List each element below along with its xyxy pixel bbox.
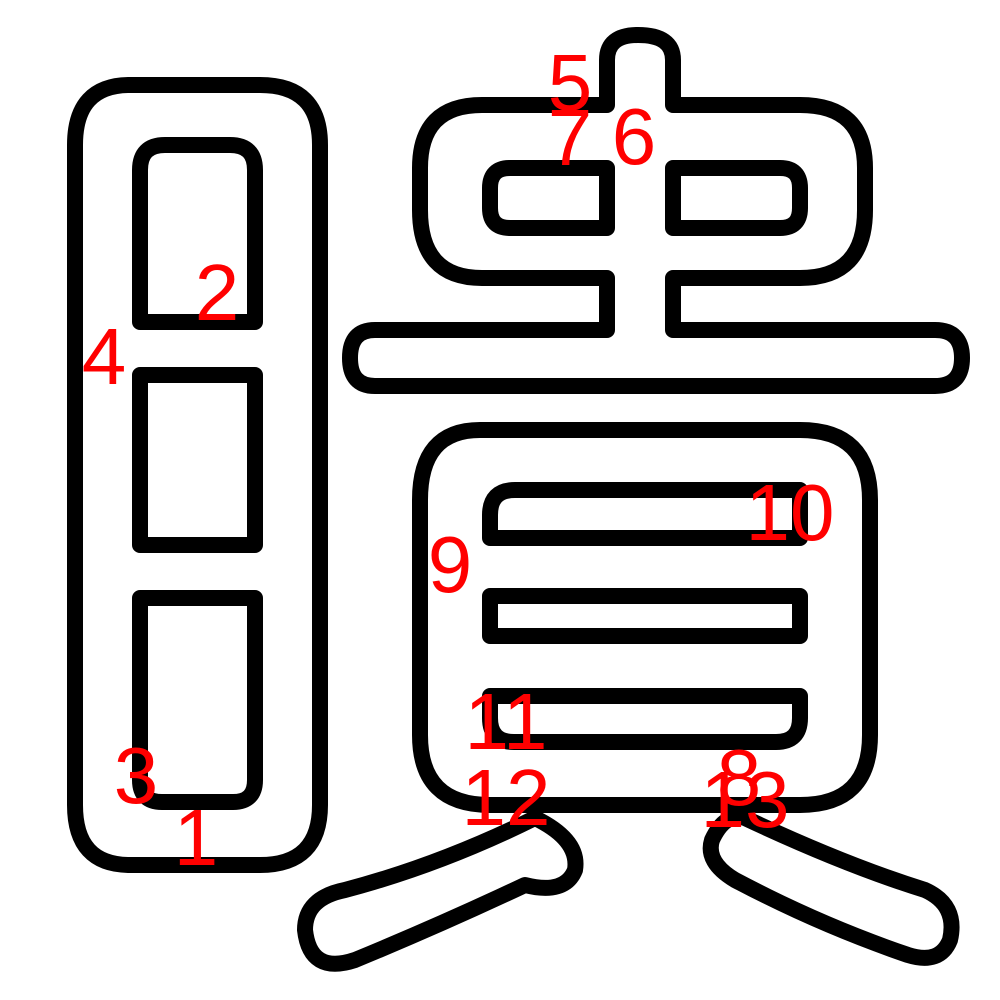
label-5: 5 — [547, 38, 593, 127]
top-component-outline — [342, 27, 970, 394]
label-6: 6 — [611, 92, 657, 181]
label-9: 9 — [427, 520, 473, 609]
label-3: 3 — [113, 731, 159, 820]
label-13: 13 — [700, 755, 790, 844]
label-2: 2 — [194, 248, 240, 337]
label-4: 4 — [81, 312, 127, 401]
bottom-box-outline — [412, 422, 878, 813]
right-foot-stroke — [702, 809, 960, 966]
label-12: 12 — [461, 753, 551, 842]
left-foot-stroke — [297, 810, 584, 972]
label-8: 8 — [716, 733, 762, 822]
label-1: 1 — [173, 793, 219, 882]
label-7: 7 — [547, 93, 593, 182]
label-10: 10 — [745, 468, 835, 557]
label-11: 11 — [464, 677, 548, 766]
left-radical-outline — [67, 77, 328, 873]
